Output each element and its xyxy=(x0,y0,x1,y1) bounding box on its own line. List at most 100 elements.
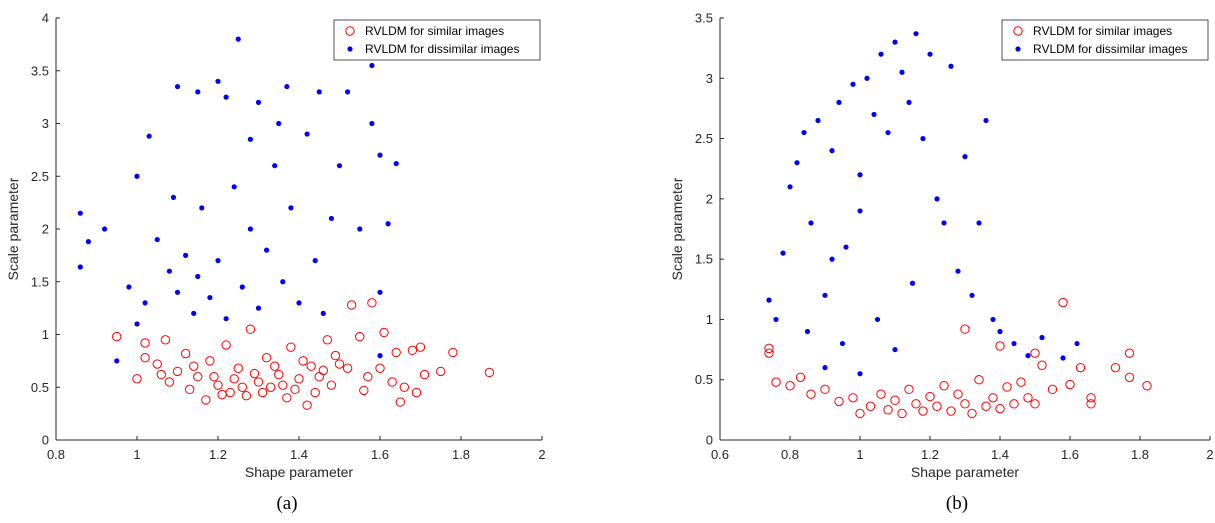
dissimilar-point xyxy=(296,300,302,306)
similar-point xyxy=(419,369,430,380)
dissimilar-point xyxy=(357,226,363,232)
dissimilar-point xyxy=(885,129,891,136)
y-tick-label: 3 xyxy=(42,116,49,131)
similar-point xyxy=(764,343,774,354)
similar-point xyxy=(1086,399,1096,409)
dissimilar-point xyxy=(892,346,898,353)
similar-point xyxy=(245,324,256,334)
similar-point xyxy=(278,380,288,390)
dissimilar-point xyxy=(857,172,863,178)
y-tick-label: 3 xyxy=(706,71,713,86)
similar-point xyxy=(1037,360,1047,370)
similar-point xyxy=(1110,362,1121,373)
dissimilar-point xyxy=(191,310,197,316)
dissimilar-point xyxy=(822,365,828,371)
similar-point xyxy=(286,342,296,352)
series-dissimilar xyxy=(77,36,399,364)
similar-point xyxy=(848,393,858,403)
dissimilar-point xyxy=(174,289,181,295)
dissimilar-point xyxy=(264,247,270,253)
dissimilar-point xyxy=(369,62,375,69)
dissimilar-point xyxy=(1060,355,1066,361)
y-tick-label: 3.5 xyxy=(695,11,713,26)
legend: RVLDM for similar images RVLDM for dissim… xyxy=(333,19,541,61)
similar-point xyxy=(1002,382,1012,392)
similar-point xyxy=(346,300,357,310)
similar-point xyxy=(939,381,949,391)
dissimilar-point xyxy=(215,78,221,84)
similar-point xyxy=(946,406,956,416)
similar-point xyxy=(302,400,312,410)
legend-marker-dissimilar xyxy=(347,46,353,52)
dissimilar-point xyxy=(976,220,982,226)
x-tick-label: 1.6 xyxy=(371,447,389,462)
y-tick-label: 1 xyxy=(42,327,49,342)
similar-point xyxy=(1009,399,1019,409)
dissimilar-point xyxy=(822,292,828,298)
dissimilar-point xyxy=(316,89,322,95)
dissimilar-point xyxy=(857,371,863,377)
dissimilar-point xyxy=(871,111,877,118)
similar-point xyxy=(876,389,886,399)
similar-point xyxy=(925,391,935,402)
similar-point xyxy=(1075,362,1086,373)
y-tick-label: 2.5 xyxy=(31,169,49,184)
similar-point xyxy=(967,408,977,419)
similar-point xyxy=(771,377,781,387)
dissimilar-point xyxy=(199,205,205,211)
similar-point xyxy=(484,367,495,378)
y-tick-label: 3.5 xyxy=(31,63,49,78)
similar-point xyxy=(415,342,426,352)
similar-point xyxy=(379,327,389,338)
similar-point xyxy=(834,396,844,407)
dissimilar-point xyxy=(195,89,201,95)
similar-point xyxy=(1030,399,1040,409)
dissimilar-point xyxy=(787,184,793,190)
similar-point xyxy=(221,340,231,350)
similar-point xyxy=(265,382,276,392)
dissimilar-point xyxy=(272,163,278,169)
similar-point xyxy=(367,298,377,308)
data-points xyxy=(77,36,495,410)
dissimilar-point xyxy=(312,258,318,264)
y-tick-label: 1.5 xyxy=(695,252,713,267)
dissimilar-point xyxy=(766,297,772,303)
similar-point xyxy=(298,356,308,366)
similar-point xyxy=(1030,348,1040,358)
chart-panel-a: 0.8 1 1.2 1.4 1.6 1.8 2 0 0.5 1 1.5 2 2.5 3 3.5 4 Shape … xyxy=(5,11,546,515)
dissimilar-point xyxy=(969,292,975,298)
similar-point xyxy=(249,368,260,379)
similar-point xyxy=(1124,348,1135,358)
similar-point xyxy=(160,335,171,345)
similar-point xyxy=(932,401,942,411)
dissimilar-point xyxy=(280,279,286,285)
similar-point xyxy=(237,382,248,392)
similar-point xyxy=(995,403,1005,414)
similar-point xyxy=(904,384,914,395)
similar-point xyxy=(257,387,268,398)
similar-point xyxy=(1047,384,1058,395)
similar-point xyxy=(184,384,195,395)
dissimilar-point xyxy=(223,94,229,100)
similar-point xyxy=(290,384,300,395)
dissimilar-point xyxy=(864,75,870,81)
dissimilar-point xyxy=(231,184,237,190)
similar-point xyxy=(1023,393,1033,403)
dissimilar-point xyxy=(962,154,968,160)
similar-point xyxy=(391,347,401,358)
y-tick-label: 0.5 xyxy=(695,372,713,387)
dissimilar-point xyxy=(934,196,940,202)
similar-point xyxy=(1016,377,1026,387)
similar-point xyxy=(897,408,907,419)
similar-point xyxy=(387,377,397,387)
similar-point xyxy=(310,387,320,398)
similar-point xyxy=(132,374,142,384)
dissimilar-point xyxy=(215,258,221,264)
similar-point xyxy=(241,390,252,401)
dissimilar-point xyxy=(815,117,821,124)
dissimilar-point xyxy=(328,215,334,222)
y-axis-title: Scale parameter xyxy=(5,177,21,280)
legend-box xyxy=(333,19,541,61)
similar-point xyxy=(201,395,211,405)
